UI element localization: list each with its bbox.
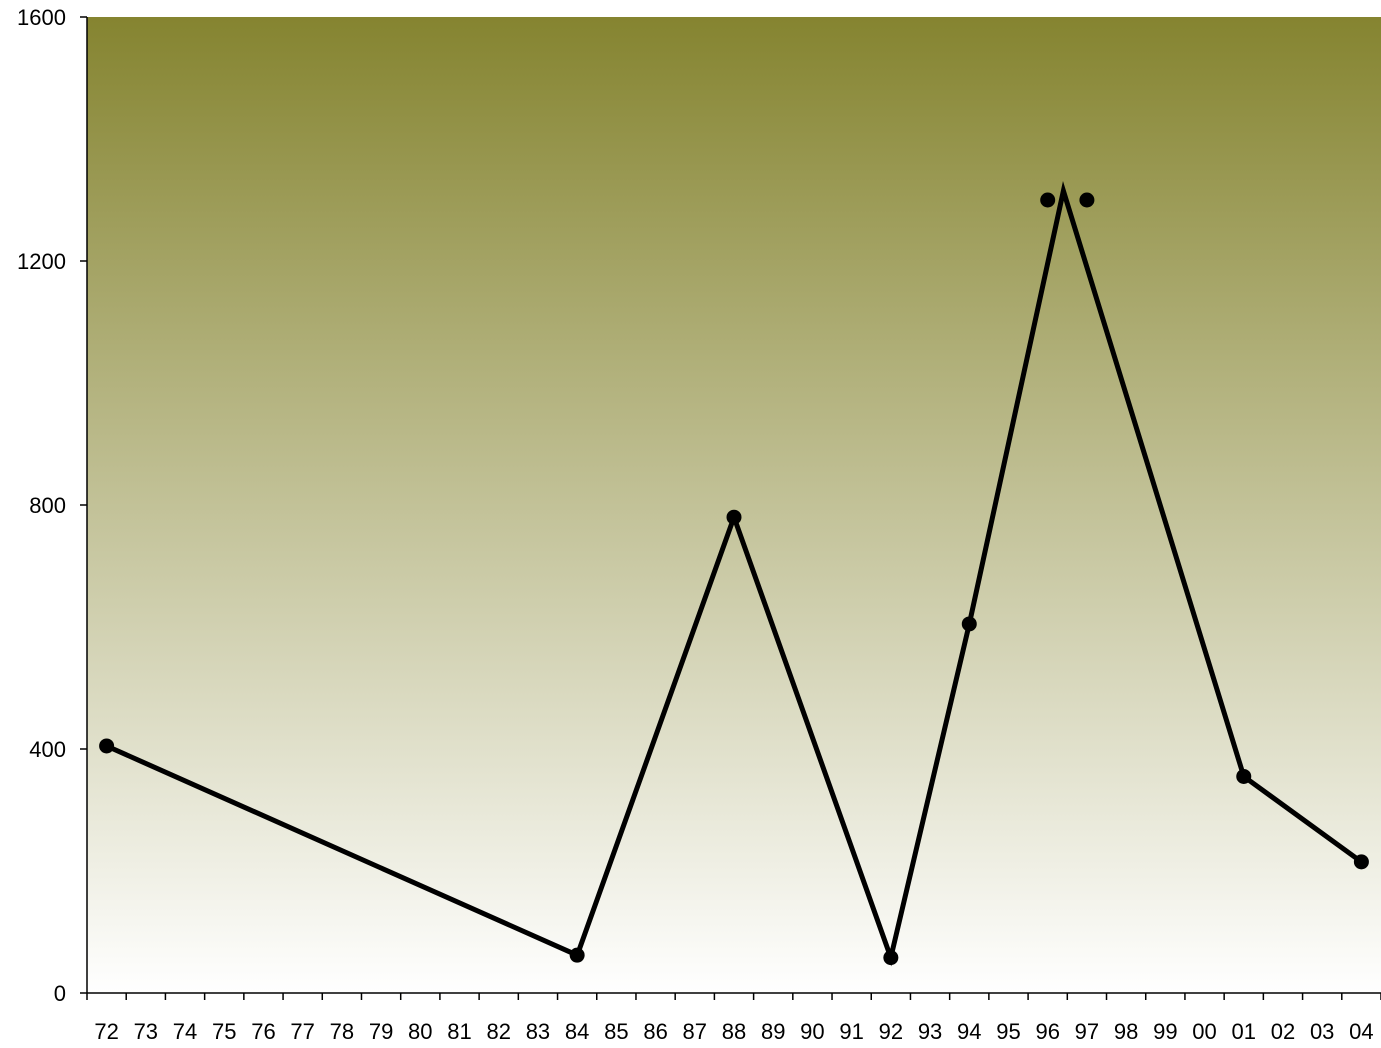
y-tick-label: 1600 [17, 5, 66, 30]
x-tick-label: 74 [173, 1019, 197, 1044]
x-tick-label: 83 [526, 1019, 550, 1044]
y-axis-labels: 0 400 800 1200 1600 [17, 5, 66, 1006]
x-tick-label: 76 [251, 1019, 275, 1044]
x-tick-label: 88 [722, 1019, 746, 1044]
x-tick-label: 99 [1153, 1019, 1177, 1044]
data-point [1040, 192, 1056, 208]
x-tick-label: 95 [996, 1019, 1020, 1044]
data-point [726, 509, 742, 525]
x-tick-label: 85 [604, 1019, 628, 1044]
x-tick-label: 03 [1310, 1019, 1334, 1044]
x-tick-label: 02 [1271, 1019, 1295, 1044]
y-tick-label: 0 [54, 981, 66, 1006]
data-point [99, 738, 115, 754]
y-tick-label: 800 [29, 493, 66, 518]
data-point [1353, 854, 1369, 870]
x-tick-label: 00 [1192, 1019, 1216, 1044]
data-point [961, 616, 977, 632]
axes [80, 16, 1381, 1000]
x-axis-labels: 72 73 74 75 76 77 78 79 80 81 82 83 84 85 86 87 88 89 90 91… [94, 1019, 1373, 1044]
x-tick-label: 80 [408, 1019, 432, 1044]
x-tick-label: 89 [761, 1019, 785, 1044]
x-tick-label: 81 [447, 1019, 471, 1044]
x-tick-label: 93 [918, 1019, 942, 1044]
x-tick-label: 97 [1075, 1019, 1099, 1044]
x-tick-label: 79 [369, 1019, 393, 1044]
x-tick-label: 98 [1114, 1019, 1138, 1044]
x-tick-label: 92 [879, 1019, 903, 1044]
data-point [569, 947, 585, 963]
x-tick-label: 91 [839, 1019, 863, 1044]
x-tick-label: 01 [1232, 1019, 1256, 1044]
y-tick-label: 1200 [17, 249, 66, 274]
x-tick-label: 87 [683, 1019, 707, 1044]
y-tick-label: 400 [29, 737, 66, 762]
x-tick-label: 96 [1035, 1019, 1059, 1044]
data-point [1236, 768, 1252, 784]
data-point [1079, 192, 1095, 208]
x-tick-label: 72 [94, 1019, 118, 1044]
series-group [99, 181, 1369, 967]
x-tick-label: 84 [565, 1019, 589, 1044]
x-tick-label: 77 [290, 1019, 314, 1044]
x-tick-label: 75 [212, 1019, 236, 1044]
x-tick-label: 94 [957, 1019, 981, 1044]
x-tick-label: 90 [800, 1019, 824, 1044]
x-tick-label: 04 [1349, 1019, 1373, 1044]
x-tick-label: 82 [486, 1019, 510, 1044]
plot-area [87, 17, 1381, 993]
series-line [105, 181, 1363, 967]
x-tick-label: 73 [134, 1019, 158, 1044]
x-tick-label: 86 [643, 1019, 667, 1044]
x-tick-label: 78 [330, 1019, 354, 1044]
data-point [883, 950, 899, 966]
